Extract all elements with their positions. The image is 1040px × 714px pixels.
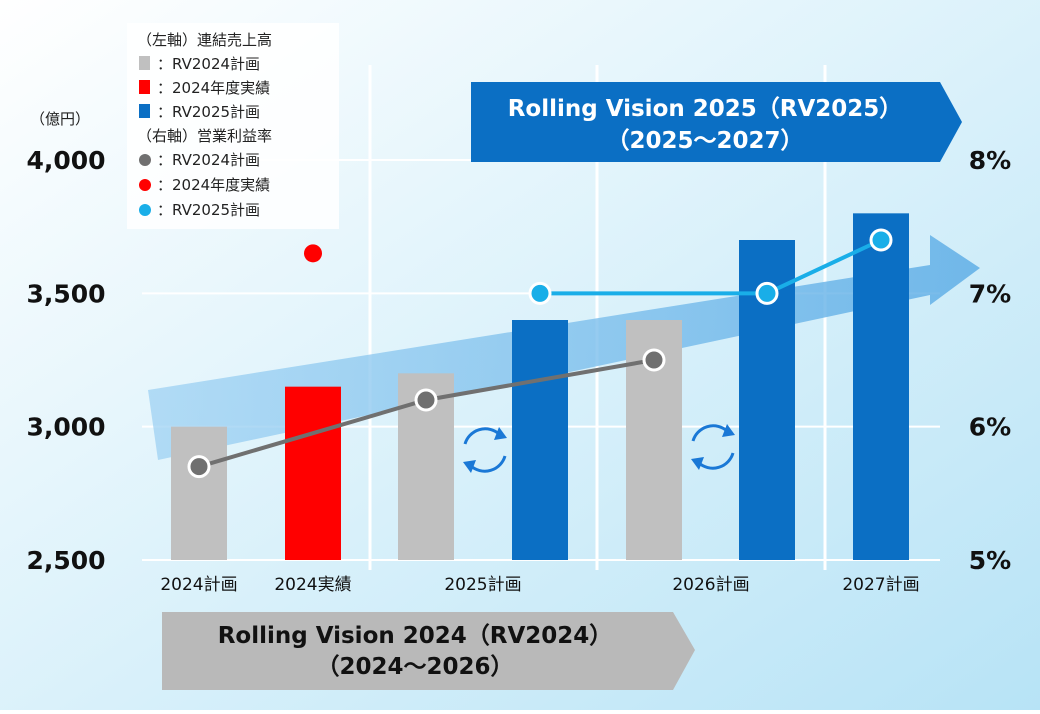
margin-lines — [187, 228, 893, 479]
legend-bar-header: （左軸）連結売上高 — [137, 31, 272, 49]
legend-swatch-rv2025-bar — [139, 104, 150, 118]
legend-label-actual-point: ：2024年度実績 — [157, 176, 270, 194]
legend-label-rv2025-line: ：RV2025計画 — [157, 201, 260, 219]
x-tick-label: 2024実績 — [274, 575, 351, 595]
legend: （左軸）連結売上高 ：RV2024計画 ：2024年度実績 ：RV2025計画 … — [127, 23, 339, 229]
rv2025-banner: Rolling Vision 2025（RV2025） （2025～2027） — [471, 82, 962, 162]
x-ticks: 2024計画 2024実績 2025計画 2026計画 2027計画 — [160, 575, 919, 595]
bar — [512, 320, 568, 560]
x-tick-label: 2024計画 — [160, 575, 237, 595]
legend-swatch-rv2024-bar — [139, 56, 150, 70]
legend-box — [127, 23, 339, 229]
y-tick-left: 4,000 — [26, 146, 105, 175]
y-ticks-left: 4,000 3,500 3,000 2,500 — [26, 146, 105, 575]
y-tick-left: 3,500 — [26, 279, 105, 308]
bars — [171, 213, 909, 561]
rv2024-banner-shape — [162, 612, 695, 690]
bar — [171, 426, 227, 560]
margin-point — [304, 244, 322, 263]
x-tick-label: 2025計画 — [444, 575, 521, 595]
y-unit-label: （億円） — [30, 110, 90, 128]
y-tick-right: 7% — [969, 279, 1011, 308]
bar — [853, 213, 909, 561]
legend-marker-rv2024-line — [139, 154, 151, 166]
bar — [285, 386, 341, 560]
legend-label-rv2024-line: ：RV2024計画 — [157, 151, 260, 169]
y-tick-right: 8% — [969, 146, 1011, 175]
legend-marker-actual-point — [139, 179, 151, 191]
refresh-cycle-icon — [463, 427, 507, 473]
legend-label-actual-bar: ：2024年度実績 — [157, 79, 270, 97]
legend-label-rv2024-bar: ：RV2024計画 — [157, 55, 260, 73]
rv2025-banner-title: Rolling Vision 2025（RV2025） — [508, 95, 903, 122]
margin-point — [414, 388, 438, 412]
legend-swatch-actual-bar — [139, 80, 150, 94]
rv2025-banner-period: （2025～2027） — [606, 127, 803, 154]
legend-line-header: （右軸）営業利益率 — [137, 127, 272, 145]
y-tick-right: 5% — [969, 546, 1011, 575]
rv2024-banner-title: Rolling Vision 2024（RV2024） — [218, 622, 613, 649]
margin-point — [528, 281, 552, 305]
margin-point — [755, 281, 779, 305]
legend-label-rv2025-bar: ：RV2025計画 — [157, 103, 260, 121]
y-tick-left: 3,000 — [26, 413, 105, 442]
x-tick-label: 2026計画 — [672, 575, 749, 595]
refresh-cycle-icon — [691, 424, 735, 470]
y-ticks-right: 8% 7% 6% 5% — [969, 146, 1011, 575]
rv2024-banner-period: （2024～2026） — [316, 653, 513, 680]
rv2024-banner: Rolling Vision 2024（RV2024） （2024～2026） — [162, 612, 695, 690]
margin-point — [869, 228, 893, 252]
margin-point — [642, 348, 666, 372]
x-tick-label: 2027計画 — [842, 575, 919, 595]
y-tick-left: 2,500 — [26, 546, 105, 575]
y-tick-right: 6% — [969, 413, 1011, 442]
margin-point — [187, 455, 211, 479]
legend-marker-rv2025-line — [139, 204, 151, 216]
rv2025-banner-shape — [471, 82, 962, 162]
